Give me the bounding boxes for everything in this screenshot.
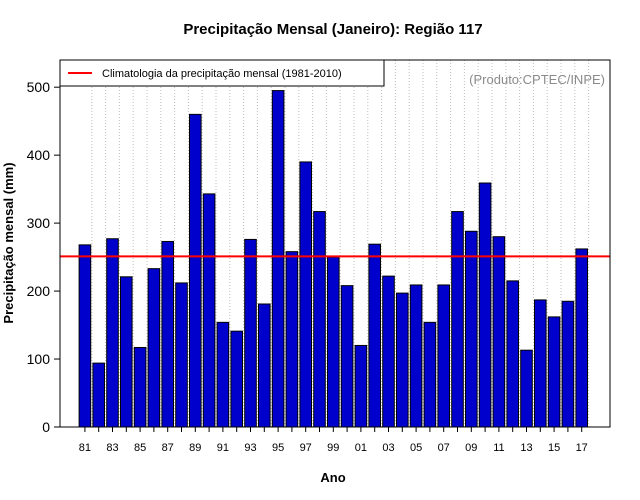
y-tick-label-300: 300	[27, 215, 51, 231]
bar-99	[327, 256, 340, 428]
bar-08	[451, 211, 464, 428]
y-tick-label-100: 100	[27, 351, 51, 367]
x-tick-label-13: 13	[520, 442, 532, 454]
chart-title: Precipitação Mensal (Janeiro): Região 11…	[183, 21, 482, 38]
bar-05	[409, 284, 423, 428]
bar-91	[216, 321, 230, 428]
bar-15	[547, 316, 561, 428]
x-tick-label-05: 05	[410, 442, 422, 454]
legend-box	[59, 59, 385, 87]
bar-11	[492, 236, 506, 428]
x-tick-label-81: 81	[79, 442, 91, 454]
x-tick-label-89: 89	[189, 442, 201, 454]
bar-10	[478, 182, 492, 428]
legend-label: Climatologia da precipitação mensal (198…	[102, 68, 342, 80]
x-tick-label-11: 11	[493, 442, 504, 454]
x-tick-label-15: 15	[548, 442, 560, 454]
x-tick-label-97: 97	[300, 442, 312, 454]
y-axis-label: Precipitação mensal (mm)	[1, 162, 16, 323]
x-tick-label-85: 85	[134, 442, 146, 454]
x-tick-label-03: 03	[382, 442, 394, 454]
bar-04	[396, 292, 409, 428]
bar-93	[244, 238, 257, 428]
bar-85	[133, 346, 147, 428]
x-tick-label-17: 17	[576, 442, 588, 454]
bar-84	[120, 276, 133, 428]
bar-16	[561, 300, 575, 428]
bar-95	[271, 90, 285, 428]
y-axis: 0 100 200 300 400 500	[27, 79, 60, 435]
bar-14	[534, 299, 547, 428]
bar-88	[175, 282, 188, 428]
bar-92	[230, 330, 243, 428]
x-tick-label-87: 87	[162, 442, 174, 454]
bar-01	[354, 344, 368, 428]
x-axis-label: Ano	[320, 470, 345, 485]
x-tick-label-07: 07	[438, 442, 450, 454]
bar-83	[106, 238, 119, 428]
bar-97	[299, 161, 312, 428]
bar-02	[368, 243, 381, 428]
bar-07	[437, 284, 450, 428]
y-tick-label-200: 200	[27, 283, 51, 299]
bar-98	[313, 211, 326, 428]
y-tick-label-500: 500	[27, 79, 51, 95]
bar-03	[382, 275, 395, 428]
bar-00	[340, 285, 354, 428]
x-tick-label-83: 83	[106, 442, 118, 454]
x-tick-label-99: 99	[327, 442, 339, 454]
x-tick-label-09: 09	[465, 442, 477, 454]
bar-89	[189, 113, 202, 428]
bar-09	[465, 230, 478, 428]
bar-12	[506, 280, 519, 428]
x-axis: 81 83 85 87 89 91 93 95 97 99 01 03 05 07 09 11 13 15 17	[79, 427, 588, 454]
x-tick-label-93: 93	[244, 442, 256, 454]
bar-94	[258, 303, 271, 428]
legend: Climatologia da precipitação mensal (198…	[59, 59, 385, 87]
x-tick-label-91: 91	[217, 442, 229, 454]
bars	[78, 90, 589, 428]
bar-13	[520, 349, 533, 428]
bar-06	[423, 321, 437, 428]
watermark: (Produto:CPTEC/INPE)	[469, 72, 605, 87]
bar-17	[575, 248, 589, 428]
bar-90	[202, 193, 216, 428]
x-tick-label-95: 95	[272, 442, 284, 454]
bar-81	[78, 244, 92, 428]
bar-86	[147, 268, 161, 428]
y-tick-label-400: 400	[27, 147, 51, 163]
y-tick-label-0: 0	[42, 419, 50, 435]
bar-87	[161, 240, 174, 428]
bar-96	[285, 251, 299, 428]
x-tick-label-01: 01	[355, 442, 367, 454]
bar-82	[92, 362, 106, 428]
grid-lines	[91, 60, 590, 427]
